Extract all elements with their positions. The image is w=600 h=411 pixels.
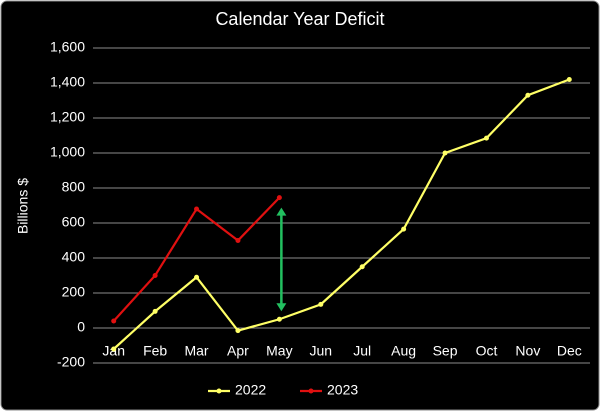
data-point: [359, 264, 365, 270]
y-tick-label: 1,400: [50, 74, 85, 90]
x-tick-label: Jul: [353, 343, 371, 359]
data-point: [235, 238, 241, 243]
legend-swatch-marker: [216, 388, 222, 394]
data-point: [152, 308, 158, 314]
x-tick-label: Sep: [433, 343, 458, 359]
x-tick-label: Mar: [184, 343, 208, 359]
data-point: [152, 273, 158, 278]
data-point: [566, 77, 572, 82]
data-point: [525, 92, 531, 98]
y-tick-label: 1,000: [50, 144, 85, 160]
data-point: [111, 346, 117, 352]
data-point: [318, 301, 324, 307]
data-point: [194, 206, 200, 212]
y-tick-label: 200: [62, 284, 86, 300]
x-tick-label: Oct: [476, 343, 498, 359]
y-tick-label: 0: [77, 319, 85, 335]
series-line: [112, 78, 570, 350]
data-point: [194, 274, 200, 280]
legend-swatch-marker: [308, 388, 314, 394]
y-tick-label: 800: [62, 179, 86, 195]
chart-title: Calendar Year Deficit: [215, 9, 384, 29]
y-tick-label: 1,600: [50, 39, 85, 55]
y-tick-label: -200: [57, 354, 85, 370]
annotation-arrowhead: [276, 207, 287, 216]
x-tick-label: Apr: [227, 343, 249, 359]
data-point: [276, 316, 282, 322]
data-point: [111, 318, 117, 324]
data-point: [235, 328, 241, 334]
x-tick-label: May: [266, 343, 292, 359]
annotation-arrowhead: [276, 303, 287, 312]
y-tick-label: 400: [62, 249, 86, 265]
data-point: [401, 226, 407, 232]
data-point: [276, 195, 282, 201]
y-tick-label: 1,200: [50, 109, 85, 125]
legend-label: 2023: [327, 382, 358, 398]
x-tick-label: Aug: [391, 343, 416, 359]
x-tick-label: Nov: [515, 343, 540, 359]
y-tick-label: 600: [62, 214, 86, 230]
data-point: [483, 135, 489, 141]
x-tick-label: Dec: [557, 343, 582, 359]
x-tick-label: Jun: [310, 343, 333, 359]
y-axis-label: Billions $: [15, 178, 31, 234]
data-point: [442, 150, 448, 156]
legend-label: 2022: [235, 382, 266, 398]
x-tick-label: Feb: [143, 343, 167, 359]
